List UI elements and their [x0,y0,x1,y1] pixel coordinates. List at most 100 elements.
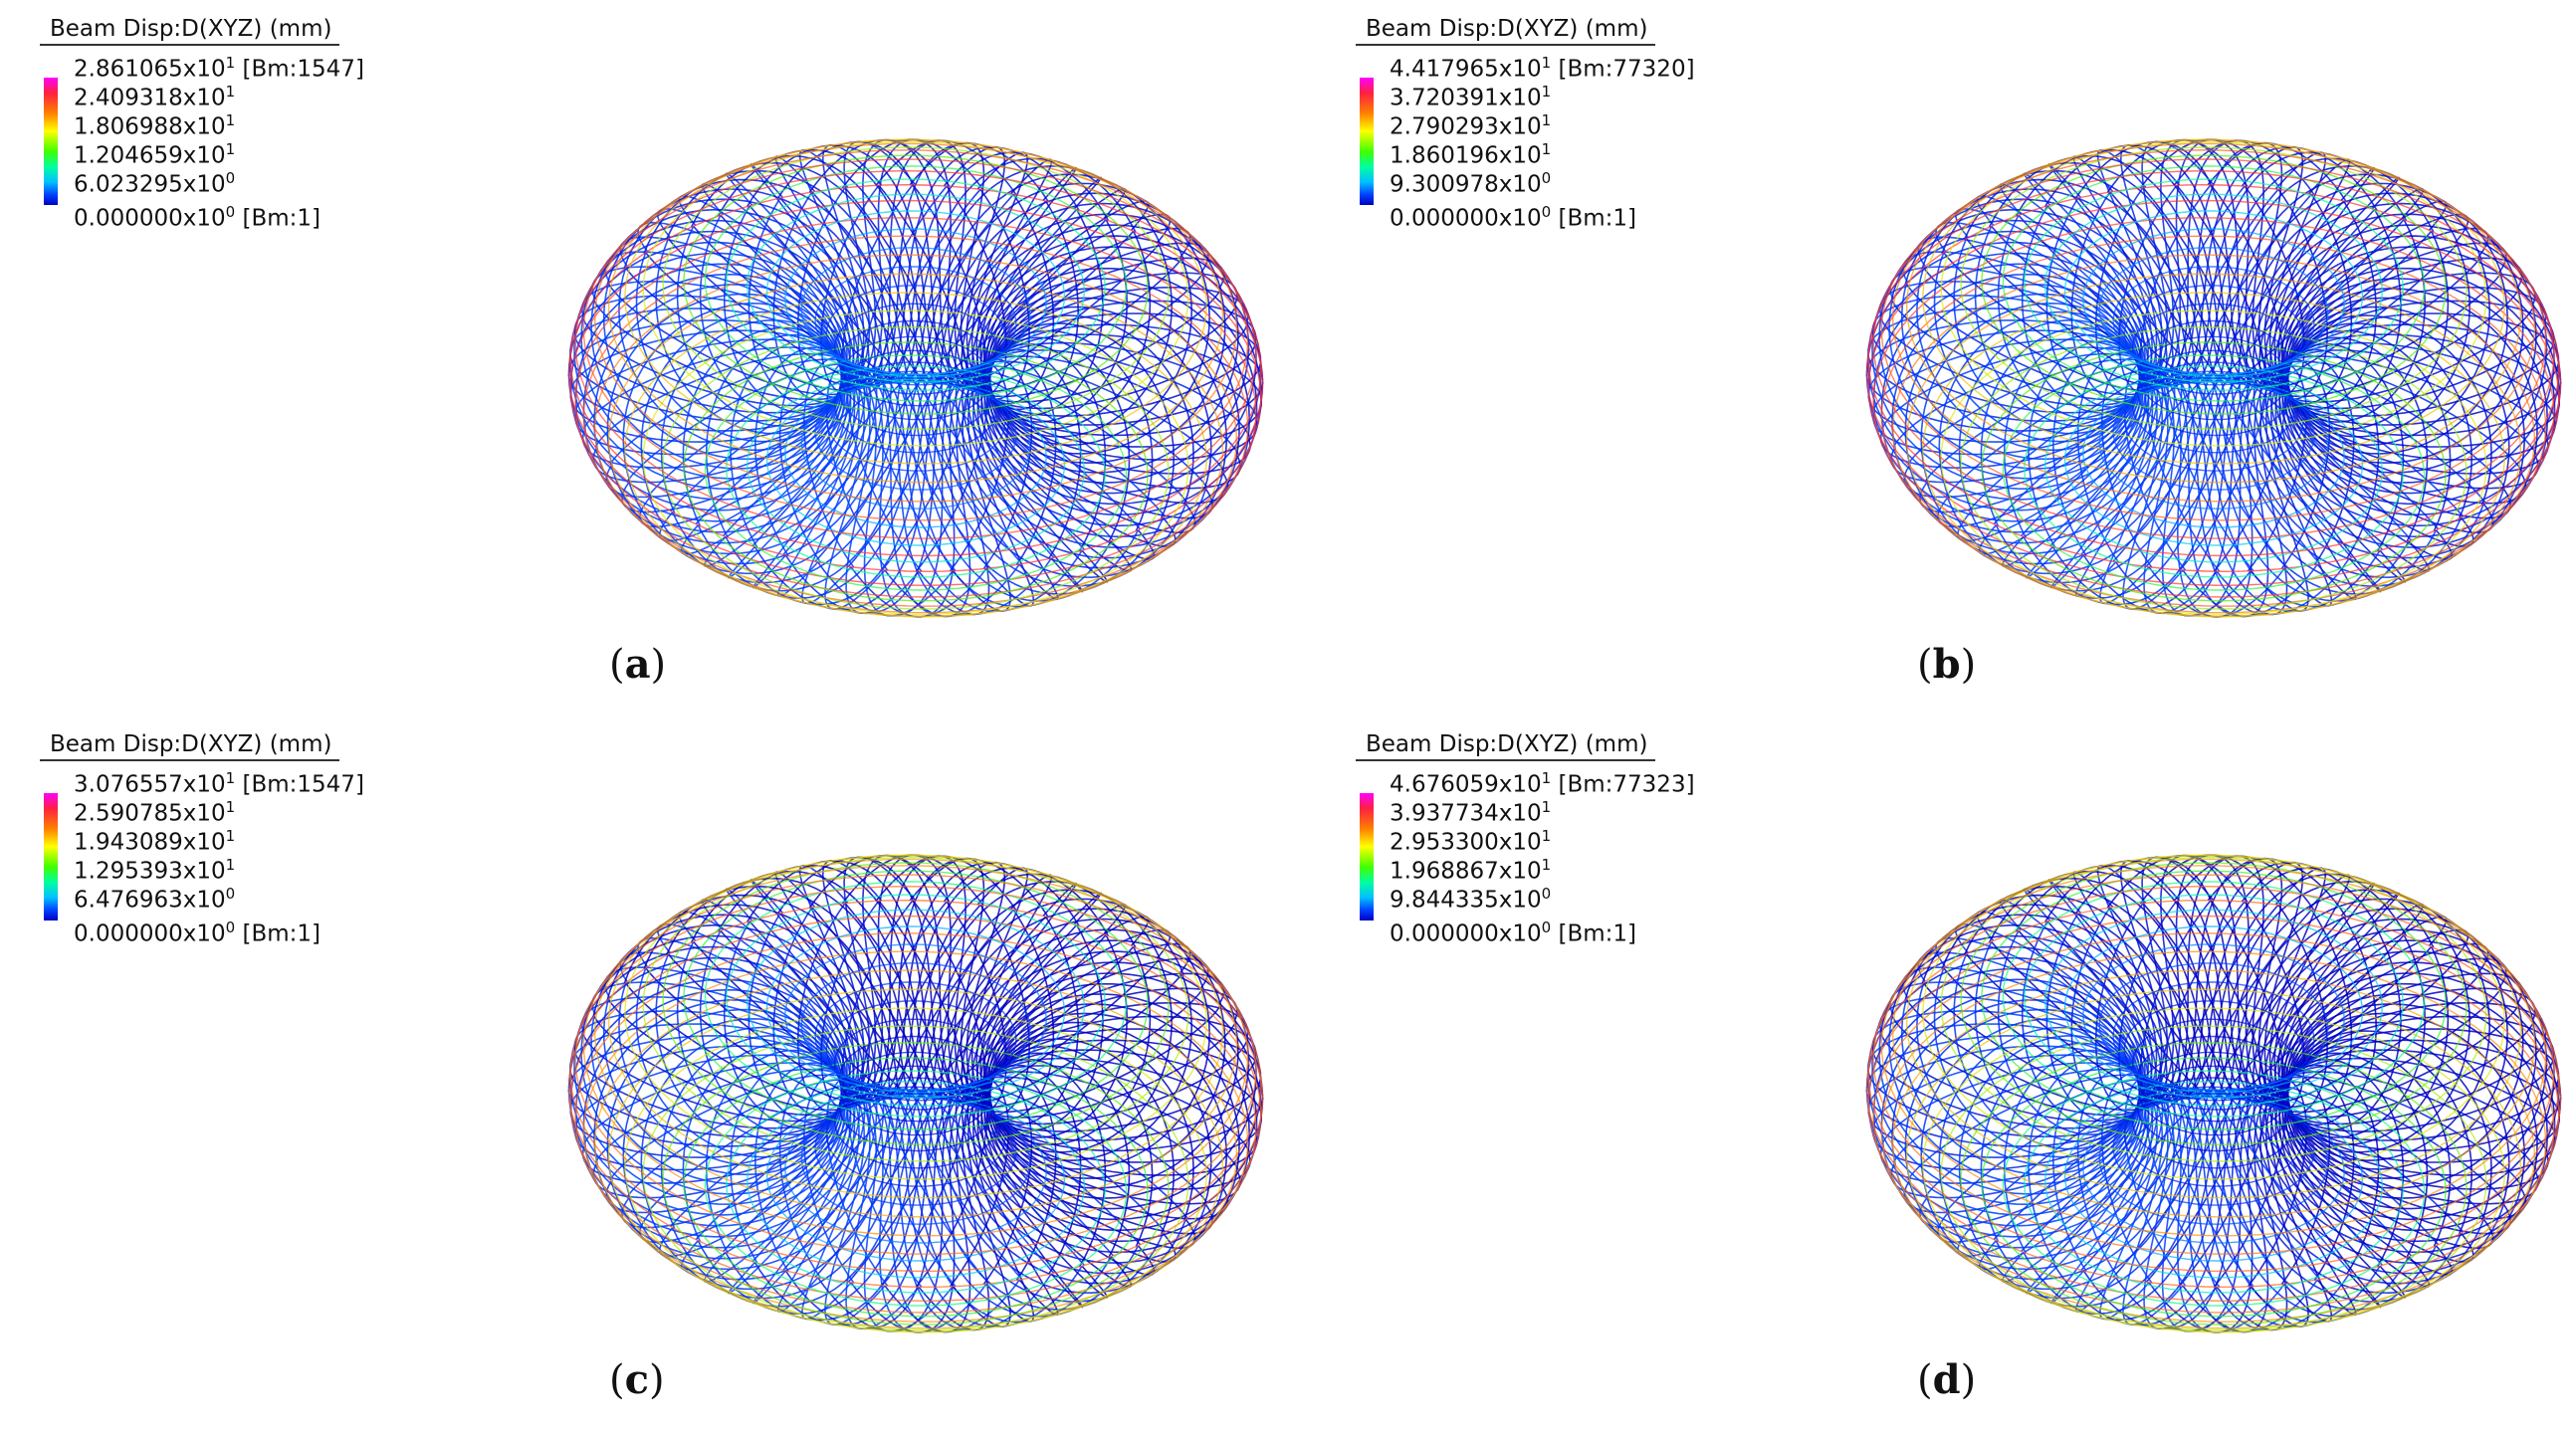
panel-a: Beam Disp:D(XYZ) (mm) 2.861065x101 [Bm:1… [0,0,1288,716]
mesh-ring [1981,341,2447,602]
mesh-ring [1867,169,2560,557]
mesh-ring [1940,856,2487,1162]
mesh-ring [1940,309,2487,616]
torus-mesh [567,854,1264,1333]
legend-value: 2.790293x101 [1390,111,1552,140]
legend-value-min: 0.000000x100 [Bm:1] [1390,919,1637,947]
mesh-ring [765,378,1066,546]
mesh-ring [2123,370,2304,472]
mesh-ring [784,943,1047,1091]
legend-value-min: 0.000000x100 [Bm:1] [74,203,322,232]
mesh-ring [569,915,1262,1303]
mesh-ring [1922,292,2505,618]
panel-label: (a) [609,641,667,688]
mesh-ring [839,1065,992,1152]
mesh-ring [593,858,1238,1218]
mesh-ring [1865,183,2562,573]
legend-title: Beam Disp:D(XYZ) (mm) [1356,731,1656,761]
mesh-ring [1960,326,2468,610]
mesh-ring [839,319,992,407]
mesh-ring [2112,266,2315,379]
mesh-ring [800,1096,1031,1225]
mesh-ring [569,885,1262,1273]
mesh-ring [1981,1057,2447,1318]
mesh-ring [747,193,1085,383]
mesh-ring [2044,193,2383,383]
mesh-ring [1880,950,2547,1323]
mesh-ring [726,365,1106,578]
mesh-ring [683,1057,1149,1318]
mesh-ring [2137,319,2290,407]
mesh-ring [814,981,1017,1095]
mesh-ring [2098,1096,2329,1225]
legend-value: 3.937734x101 [1390,798,1552,827]
mesh-ring [1872,874,2555,1255]
mesh-ring [624,292,1207,618]
mesh-ring [1872,217,2555,598]
mesh-ring [2024,894,2404,1107]
mesh-ring [1872,158,2555,539]
legend-value: 1.968867x101 [1390,856,1552,885]
displacement-legend: Beam Disp:D(XYZ) (mm) 2.861065x101 [Bm:1… [40,16,364,232]
mesh-ring [2044,373,2383,563]
mesh-ring [569,199,1262,587]
color-scale-bar [1360,793,1374,920]
mesh-ring [2044,909,2383,1099]
mesh-ring [765,1094,1066,1262]
torus-mesh [1865,138,2562,618]
mesh-ring [582,950,1249,1323]
legend-value: 9.300978x100 [1390,169,1552,198]
mesh-ring [624,138,1207,465]
mesh-ring [2002,165,2426,402]
panel-label: (c) [609,1356,665,1403]
mesh-ring [2063,210,2364,378]
mesh-ring [726,178,1106,391]
legend-value-max: 4.417965x101 [Bm:77320] [1390,54,1695,83]
mesh-ring [567,183,1264,573]
displacement-legend: Beam Disp:D(XYZ) (mm) 4.676059x101 [Bm:7… [1356,731,1695,947]
mesh-ring [1891,969,2536,1329]
legend-value-min: 0.000000x100 [Bm:1] [74,919,322,947]
mesh-ring [574,158,1257,539]
panel-b: Beam Disp:D(XYZ) (mm) 4.417965x101 [Bm:7… [1288,0,2576,716]
mesh-ring [2082,228,2345,375]
mesh-ring [1940,140,2487,447]
legend-value: 1.943089x101 [74,827,236,856]
mesh-ring [825,370,1006,472]
legend-value: 6.023295x100 [74,169,236,198]
mesh-ring [1891,142,2536,503]
mesh-ring [593,254,1238,614]
legend-value: 2.590785x101 [74,798,236,827]
torus-mesh [1865,854,2562,1333]
mesh-ring [747,1089,1085,1279]
mesh-ring [2024,365,2404,578]
panel-d: Beam Disp:D(XYZ) (mm) 4.676059x101 [Bm:7… [1288,716,2576,1431]
mesh-ring [2024,178,2404,391]
mesh-ring [642,309,1189,616]
mesh-ring [2063,1094,2364,1262]
mesh-ring [814,266,1017,379]
mesh-ring [2063,925,2364,1094]
mesh-ring [2123,285,2304,386]
mesh-ring [726,894,1106,1107]
mesh-ring [1865,899,2562,1289]
legend-value: 2.953300x101 [1390,827,1552,856]
mesh-ring [1960,146,2468,430]
mesh-ring [2112,981,2315,1095]
legend-title: Beam Disp:D(XYZ) (mm) [40,731,340,761]
mesh-ring [833,303,998,395]
mesh-ring [833,1018,998,1111]
mesh-ring [1940,1025,2487,1331]
mesh-ring [1867,885,2560,1273]
mesh-ring [624,854,1207,1180]
mesh-ring [2063,378,2364,546]
mesh-ring [726,1081,1106,1294]
mesh-ring [1880,235,2547,607]
mesh-ring [1922,1007,2505,1333]
legend-value-min: 0.000000x100 [Bm:1] [1390,203,1637,232]
color-scale-bar [1360,78,1374,205]
mesh-ring [839,349,992,437]
mesh-ring [642,1025,1189,1331]
mesh-ring [2123,1086,2304,1187]
mesh-ring [2044,1089,2383,1279]
